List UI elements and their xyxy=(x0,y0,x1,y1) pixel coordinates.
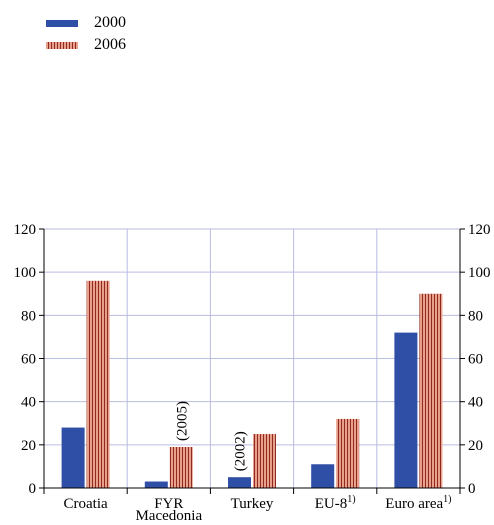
annotation-1: (2002) xyxy=(233,431,249,471)
bar-2000-0 xyxy=(61,427,85,488)
legend-swatch-2000 xyxy=(46,19,78,27)
bar-2006-0 xyxy=(86,280,110,488)
legend-swatch-2006 xyxy=(46,41,78,49)
y-tick-label-right: 80 xyxy=(468,308,483,324)
legend-item-2000: 2000 xyxy=(46,14,126,32)
y-tick-label-right: 20 xyxy=(468,438,483,454)
x-tick-label-2: Turkey xyxy=(231,496,274,512)
x-tick-label-3: EU-81) xyxy=(315,494,356,512)
bars xyxy=(61,280,443,488)
x-tick-label-1: FYR Macedonia xyxy=(135,496,202,524)
legend-label-2000: 2000 xyxy=(94,14,126,31)
bar-2000-2 xyxy=(228,477,251,488)
legend-label-2006: 2006 xyxy=(94,36,126,53)
annotation-0: (2005) xyxy=(174,401,190,441)
y-tick-label-right: 40 xyxy=(468,395,483,411)
bar-2006-3 xyxy=(336,418,360,488)
y-tick-label-right: 0 xyxy=(468,481,476,497)
bar-2000-3 xyxy=(311,464,335,488)
bar-2000-4 xyxy=(394,332,418,488)
grid-lines xyxy=(44,228,460,488)
y-tick-label-left: 60 xyxy=(21,352,36,368)
y-tick-label-left: 120 xyxy=(14,222,37,238)
bar-2000-1 xyxy=(144,481,168,488)
axes xyxy=(39,228,465,494)
bar-2006-2 xyxy=(253,434,276,488)
x-tick-label-0: Croatia xyxy=(64,496,108,512)
y-tick-label-left: 100 xyxy=(14,265,37,281)
bar-2006-4 xyxy=(419,293,443,488)
y-tick-label-right: 120 xyxy=(468,222,491,238)
y-tick-label-right: 60 xyxy=(468,352,483,368)
y-tick-label-left: 40 xyxy=(21,395,36,411)
y-tick-label-left: 0 xyxy=(29,481,37,497)
bar-2006-1 xyxy=(169,446,193,488)
y-tick-label-left: 80 xyxy=(21,308,36,324)
x-tick-label-4: Euro area1) xyxy=(385,494,451,512)
legend-item-2006: 2006 xyxy=(46,36,126,54)
y-tick-label-left: 20 xyxy=(21,438,36,454)
labels: 0 0 20 20 40 40 60 60 80 80 100 100 120 120 Croatia FYR… xyxy=(14,222,491,524)
y-tick-label-right: 100 xyxy=(468,265,491,281)
